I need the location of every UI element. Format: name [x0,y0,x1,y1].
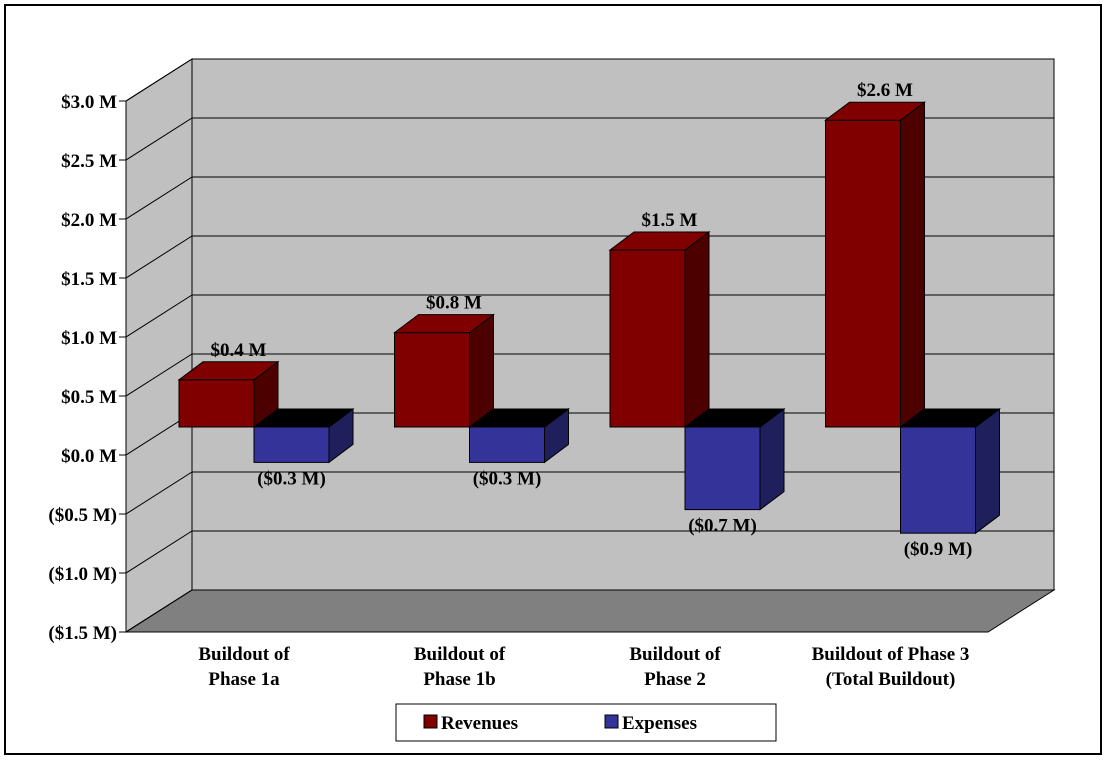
expense-bar-front [684,426,761,511]
revenue-expense-chart: $3.0 M $2.5 M $2.0 M $1.5 M $1.0 M $0.5 M $0.0… [48,58,1056,742]
y-tick-label: $2.5 M [61,151,117,172]
expense-data-label: ($0.7 M) [688,516,757,537]
y-tick-label: $3.0 M [61,92,117,113]
gridline [125,589,1054,633]
revenue-bar-side [684,231,710,428]
gridline [125,294,1054,338]
expense-bar [683,408,786,511]
y-tick-label: $2.0 M [61,210,117,231]
y-tick-label: ($1.0 M) [48,564,117,585]
gridline [125,176,1054,220]
expense-bar-top [468,408,570,428]
revenue-data-label: $0.4 M [211,340,267,361]
revenue-bar-front [178,379,255,428]
y-tick-label: ($1.5 M) [48,623,117,644]
y-tick-label: $1.0 M [61,328,117,349]
revenue-data-label: $2.6 M [857,80,913,101]
y-tick-label: $1.5 M [61,269,117,290]
revenue-bar-top [393,314,495,334]
expense-bar-top [252,408,355,428]
revenue-data-label: $0.8 M [426,293,482,314]
side-wall [125,58,193,633]
legend-revenues-swatch [423,714,438,729]
legend-expenses-label: Expenses [622,713,697,734]
x-tick-label: Phase 1a [208,669,280,690]
expense-data-label: ($0.3 M) [257,468,326,489]
y-tick-label: $0.5 M [61,387,117,408]
revenue-bar [824,101,926,428]
gridline [125,353,1054,397]
revenue-bar-top [177,361,280,381]
revenue-bar-front [394,332,470,428]
revenue-bar-top [608,231,711,251]
expense-bar-front [469,426,545,463]
floor [124,589,1056,633]
revenue-bar-front [825,119,901,428]
revenue-bar [608,231,711,428]
revenue-bar-side [469,313,494,428]
revenue-bar-side [900,101,925,428]
x-tick-label: (Total Buildout) [826,669,956,690]
x-tick-label: Phase 2 [644,669,706,690]
expense-data-label: ($0.3 M) [473,468,542,489]
expense-bar [899,408,1001,535]
gridline [125,58,1054,102]
x-tick-label: Buildout of [629,644,721,665]
gridline [125,117,1054,161]
expense-bar-top [899,408,1001,428]
legend-expenses-swatch [604,714,619,729]
revenue-bar-front [609,249,686,428]
legend-revenues-label: Revenues [441,713,518,734]
x-tick-label: Buildout of Phase 3 [812,644,970,665]
expense-bar-top [683,408,786,428]
gridline [125,530,1054,574]
y-tick-label: $0.0 M [61,446,117,467]
legend-box [395,703,777,742]
revenue-bar [393,313,495,428]
x-tick-label: Buildout of [198,644,290,665]
revenue-bar-top [824,101,926,121]
x-tick-label: Phase 1b [423,669,495,690]
x-tick-label: Buildout of [414,644,506,665]
expense-bar [468,408,570,464]
gridline [125,235,1054,279]
expense-bar-front [253,426,330,463]
expense-data-label: ($0.9 M) [904,539,973,560]
expense-bar [252,408,355,464]
expense-bar-front [900,426,976,534]
revenue-data-label: $1.5 M [642,210,698,231]
chart-frame: $3.0 M $2.5 M $2.0 M $1.5 M $1.0 M $0.5 M $0.0… [4,4,1102,755]
y-tick-label: ($0.5 M) [48,505,117,526]
revenue-bar [177,360,280,428]
expense-bar-side [975,408,1000,535]
